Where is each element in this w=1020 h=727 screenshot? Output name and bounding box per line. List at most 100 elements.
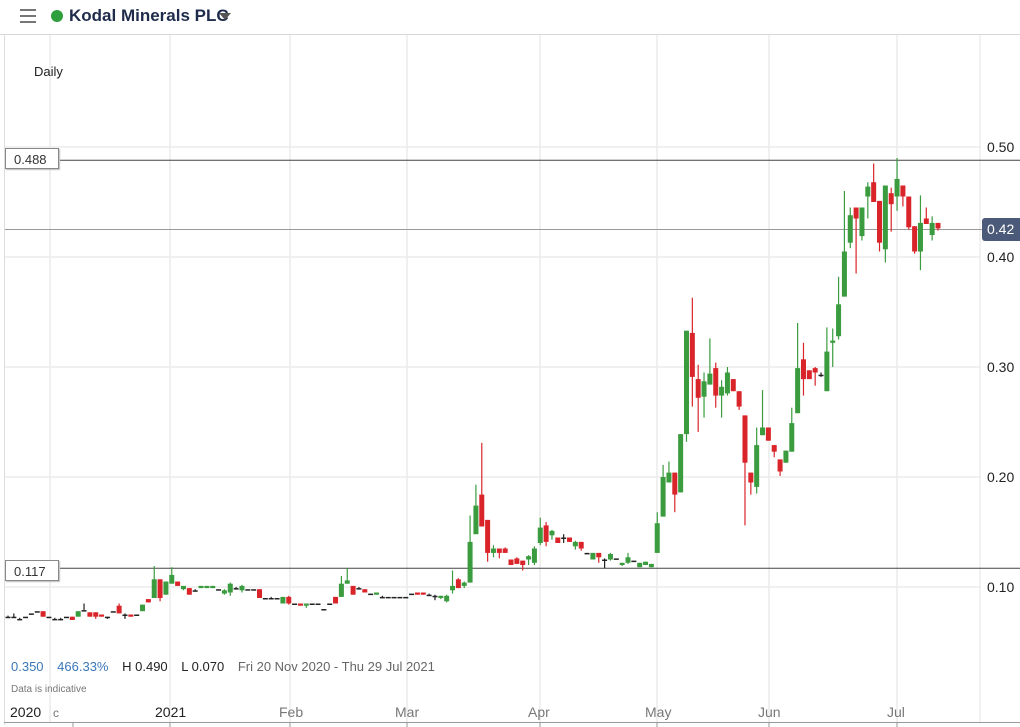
candle-body [496,548,502,553]
x-tick-label: Jul [887,704,905,720]
candle-body [771,445,777,452]
candle-body [882,185,888,250]
chart-left-border [4,35,5,725]
candle-body [104,616,110,619]
candle-body [619,562,625,565]
candle-body [643,561,649,565]
candle-body [572,541,578,547]
candle-body [34,611,40,613]
candle-body [695,379,701,398]
candle-body [128,614,134,617]
candle-body [292,603,298,605]
candle-body [110,611,116,613]
candle-body [23,616,29,619]
candle-body [760,427,766,436]
candle-body [233,588,239,590]
candle-body [17,618,23,621]
candle-body [467,541,473,583]
candle-body [75,611,81,617]
candle-body [420,592,426,595]
candle-body [888,193,894,205]
candle-body [333,596,339,604]
candle-body [297,603,303,606]
candle-body [251,589,257,591]
candle-body [175,581,181,586]
candle-body [461,582,467,586]
candle-body [151,579,157,598]
candle-body [777,459,783,472]
y-tick-label: 0.40 [987,249,1015,265]
y-tick-label: 0.30 [987,359,1015,375]
x-tick-label: May [645,704,672,720]
candle-body [584,552,590,555]
candle-body [210,585,216,589]
candle-body [812,368,818,373]
data-disclaimer: Data is indicative [11,684,87,695]
candle-body [818,374,824,377]
level-label-lower[interactable]: 0.117 [5,560,59,581]
candle-body [216,589,222,591]
candle-body [257,589,263,598]
y-tick-label: 0.50 [987,139,1015,155]
candle-body [719,386,725,396]
candle-body [180,585,186,590]
instrument-title[interactable]: Kodal Minerals PLC [69,6,229,25]
candle-body [5,616,11,619]
x-tick-label: 2021 [155,704,187,720]
candle-body [742,415,748,463]
candle-body [789,423,795,452]
candle-body [637,562,643,568]
candle-body [87,612,93,617]
market-status-dot [51,10,63,22]
candle-body [245,589,251,591]
candle-body [140,604,146,612]
chart-header: Kodal Minerals PLC [0,0,1020,35]
candle-body [847,215,853,243]
candle-body [169,574,175,584]
candle-body [590,552,596,560]
date-range: Fri 20 Nov 2020 - Thu 29 Jul 2021 [237,659,435,674]
candle-body [227,583,233,593]
candle-body [490,548,496,553]
candle-body [379,596,385,599]
candle-body [385,596,391,599]
candle-body [613,558,619,560]
candle-body [648,563,654,568]
candle-body [631,560,637,563]
candle-body [596,552,602,558]
candle-body [701,381,707,397]
candle-body [830,340,836,343]
candle-body [666,472,672,483]
candle-body [917,222,923,252]
candle-body [502,548,508,553]
candle-body [836,304,842,337]
candle-body [689,332,695,377]
x-tick-label: c [53,706,59,720]
candle-body [520,560,526,565]
candle-body [192,590,198,592]
caret-down-icon[interactable] [219,13,231,20]
x-axis-line [4,722,1020,723]
candle-body [309,603,315,605]
candle-body [660,477,666,517]
candle-body [11,616,17,619]
candle-body [303,603,309,606]
candle-body [69,616,75,620]
candle-body [730,379,736,392]
candle-body [877,200,883,243]
x-tick-label: Feb [279,704,304,720]
candle-body [531,548,537,563]
candle-body [397,596,403,599]
candle-body [923,218,929,224]
hamburger-menu-icon[interactable] [20,9,36,23]
candle-body [116,605,122,614]
candle-body [748,472,754,483]
interval-label[interactable]: Daily [34,64,63,79]
level-label-upper[interactable]: 0.488 [5,148,59,169]
summary-bar: 0.350 466.33% H 0.490 L 0.070 Fri 20 Nov… [11,659,445,674]
x-tick-label: Apr [528,704,550,720]
candle-body [654,523,660,553]
candle-body [754,445,760,487]
candle-body [736,391,742,407]
